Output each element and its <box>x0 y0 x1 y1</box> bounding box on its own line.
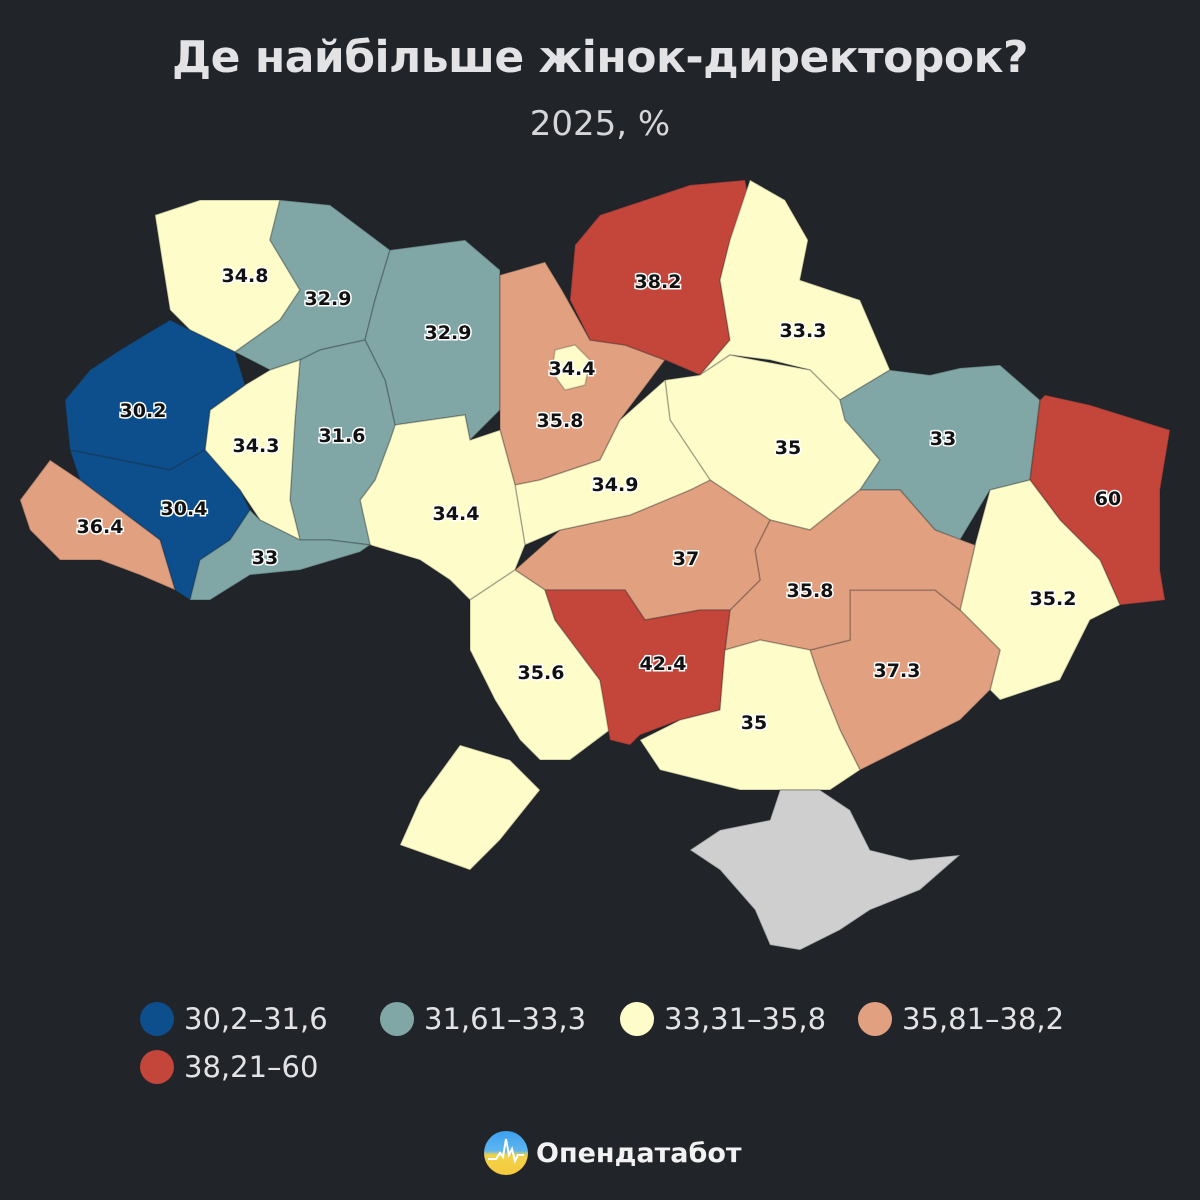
value-label-chernihiv: 38.2 <box>635 271 682 293</box>
opendatabot-logo: Опендатабот <box>484 1131 742 1175</box>
legend-label: 31,61–33,3 <box>424 1002 587 1036</box>
region-luhansk <box>1029 394 1171 606</box>
region-kherson <box>638 639 861 791</box>
value-label-ternopil: 34.3 <box>233 435 280 457</box>
value-label-donetsk: 35.2 <box>1030 588 1077 610</box>
legend-swatch <box>140 1002 174 1036</box>
value-label-odesa: 35.6 <box>518 662 565 684</box>
region-crimea <box>688 789 963 951</box>
logo-icon <box>484 1131 528 1175</box>
legend-swatch <box>620 1002 654 1036</box>
value-label-ivano-frankivsk: 30.4 <box>161 498 208 520</box>
legend-item-bin2: 31,61–33,3 <box>380 1002 586 1036</box>
value-label-poltava: 35 <box>775 437 801 459</box>
value-label-mykolaiv: 42.4 <box>640 653 687 675</box>
value-label-chernivtsi: 33 <box>252 547 278 569</box>
value-label-kyiv-city: 34.4 <box>549 358 596 380</box>
legend-label: 35,81–38,2 <box>902 1002 1065 1036</box>
value-label-lviv: 30.2 <box>120 400 167 422</box>
region-kyiv-city <box>551 344 591 391</box>
map-title: Де найбільше жінок-директорок? <box>171 32 1029 83</box>
value-label-volyn: 34.8 <box>222 265 269 287</box>
value-label-kharkiv: 33 <box>930 428 956 450</box>
legend-label: 33,31–35,8 <box>664 1002 827 1036</box>
legend-swatch <box>380 1002 414 1036</box>
brand-name: Опендатабот <box>536 1137 742 1169</box>
value-label-rivne: 32.9 <box>305 288 352 310</box>
value-label-zaporizhzhia: 37.3 <box>874 660 921 682</box>
value-label-vinnytsia: 34.4 <box>433 503 480 525</box>
legend-item-bin5: 38,21–60 <box>140 1050 318 1084</box>
value-label-kirovohrad: 37 <box>673 548 699 570</box>
legend-item-bin1: 30,2–31,6 <box>140 1002 328 1036</box>
value-label-khmelnytskyi: 31.6 <box>319 425 366 447</box>
legend-item-bin3: 33,31–35,8 <box>620 1002 826 1036</box>
value-label-dnipropetrovsk: 35.8 <box>787 580 834 602</box>
ukraine-map: 34.8 32.9 32.9 35.8 34.4 38.2 33.3 35 33 60 35.2 37… <box>19 178 1171 951</box>
legend-swatch <box>140 1050 174 1084</box>
value-label-kherson: 35 <box>741 712 767 734</box>
legend-swatch <box>858 1002 892 1036</box>
value-label-zakarpattia: 36.4 <box>77 516 124 538</box>
region-odesa <box>469 569 611 761</box>
value-label-kyiv-oblast: 35.8 <box>537 410 584 432</box>
value-label-luhansk: 60 <box>1095 488 1121 510</box>
map-subtitle: 2025, % <box>529 104 671 144</box>
legend-label: 38,21–60 <box>184 1050 319 1084</box>
legend-item-bin4: 35,81–38,2 <box>858 1002 1064 1036</box>
region-chernivtsi <box>189 508 373 601</box>
region-cherkasy <box>514 378 712 547</box>
value-label-sumy: 33.3 <box>780 320 827 342</box>
value-label-zhytomyr: 32.9 <box>425 322 472 344</box>
region-odesa <box>398 744 542 871</box>
value-label-cherkasy: 34.9 <box>592 474 639 496</box>
region-zakarpattia <box>19 458 177 592</box>
legend-label: 30,2–31,6 <box>184 1002 328 1036</box>
